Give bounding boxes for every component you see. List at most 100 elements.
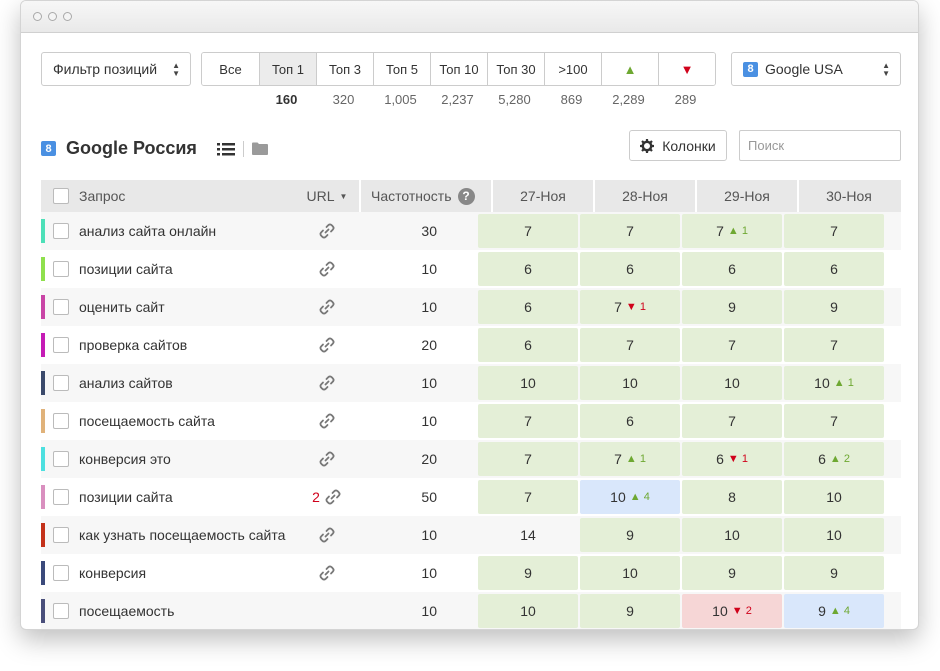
segment-3[interactable]: Топ 5 — [373, 53, 430, 85]
header-date-3[interactable]: 29-Ноя — [695, 180, 797, 212]
folder-icon[interactable] — [251, 142, 268, 155]
table-row[interactable]: позиции сайта 10 6 6 6 6 — [41, 250, 901, 288]
segment-1[interactable]: Топ 1 — [259, 53, 316, 85]
link-icon[interactable] — [318, 412, 336, 430]
header-date-1[interactable]: 27-Ноя — [491, 180, 593, 212]
link-icon[interactable] — [318, 564, 336, 582]
maximize-window-button[interactable] — [63, 12, 72, 21]
row-checkbox[interactable] — [53, 223, 69, 239]
help-icon[interactable]: ? — [457, 187, 475, 205]
table-row[interactable]: позиции сайта 2 50 7 10 ▲ 4 8 10 — [41, 478, 901, 516]
header-query[interactable]: Запрос — [41, 180, 295, 212]
link-icon[interactable] — [324, 488, 342, 506]
position-box[interactable]: 7 — [478, 214, 578, 248]
header-url[interactable]: URL ▼ — [295, 180, 359, 212]
position-box[interactable]: 10 ▲ 4 — [580, 480, 680, 514]
position-box[interactable]: 7 — [784, 404, 884, 438]
row-checkbox[interactable] — [53, 451, 69, 467]
position-box[interactable]: 10 — [682, 366, 782, 400]
position-box[interactable]: 7 ▲ 1 — [580, 442, 680, 476]
position-box[interactable]: 7 ▲ 1 — [682, 214, 782, 248]
position-box[interactable]: 7 — [580, 214, 680, 248]
segment-2[interactable]: Топ 3 — [316, 53, 373, 85]
position-box[interactable]: 8 — [682, 480, 782, 514]
position-box[interactable]: 7 — [784, 328, 884, 362]
link-icon[interactable] — [318, 450, 336, 468]
position-box[interactable]: 10 — [580, 366, 680, 400]
position-box[interactable]: 9 ▲ 4 — [784, 594, 884, 628]
row-checkbox[interactable] — [53, 413, 69, 429]
position-box[interactable]: 9 — [478, 556, 578, 590]
link-icon[interactable] — [318, 260, 336, 278]
position-box[interactable]: 7 — [478, 480, 578, 514]
link-icon[interactable] — [318, 222, 336, 240]
position-box[interactable]: 6 — [478, 290, 578, 324]
position-box[interactable]: 6 — [478, 328, 578, 362]
position-box[interactable]: 6 — [580, 404, 680, 438]
select-all-checkbox[interactable] — [53, 188, 69, 204]
minimize-window-button[interactable] — [48, 12, 57, 21]
position-box[interactable]: 10 ▲ 1 — [784, 366, 884, 400]
table-row[interactable]: как узнать посещаемость сайта 10 14 9 10 10 — [41, 516, 901, 554]
segment-0[interactable]: Все — [202, 53, 259, 85]
table-row[interactable]: посещаемость сайта 10 7 6 7 7 — [41, 402, 901, 440]
position-box[interactable]: 10 ▼ 2 — [682, 594, 782, 628]
link-icon[interactable] — [318, 298, 336, 316]
position-box[interactable]: 6 ▼ 1 — [682, 442, 782, 476]
position-box[interactable]: 10 — [682, 518, 782, 552]
table-row[interactable]: оценить сайт 10 6 7 ▼ 1 9 9 — [41, 288, 901, 326]
columns-button[interactable]: Колонки — [629, 130, 727, 161]
row-checkbox[interactable] — [53, 489, 69, 505]
position-filter-select[interactable]: Фильтр позиций ▲ ▼ — [41, 52, 191, 86]
row-checkbox[interactable] — [53, 603, 69, 619]
position-box[interactable]: 7 — [580, 328, 680, 362]
link-icon[interactable] — [318, 526, 336, 544]
position-box[interactable]: 7 — [784, 214, 884, 248]
list-view-icon[interactable] — [216, 142, 235, 156]
table-row[interactable]: анализ сайтов 10 10 10 10 10 ▲ 1 — [41, 364, 901, 402]
position-box[interactable]: 6 — [682, 252, 782, 286]
close-window-button[interactable] — [33, 12, 42, 21]
position-box[interactable]: 9 — [682, 290, 782, 324]
segment-5[interactable]: Топ 30 — [487, 53, 544, 85]
table-row[interactable]: проверка сайтов 20 6 7 7 7 — [41, 326, 901, 364]
position-box[interactable]: 6 — [478, 252, 578, 286]
segment-4[interactable]: Топ 10 — [430, 53, 487, 85]
position-box[interactable]: 6 — [580, 252, 680, 286]
position-box[interactable]: 7 — [682, 404, 782, 438]
table-row[interactable]: конверсия 10 9 10 9 9 — [41, 554, 901, 592]
segment-8[interactable]: ▼ — [658, 53, 715, 85]
search-input[interactable] — [739, 130, 901, 161]
position-box[interactable]: 9 — [580, 518, 680, 552]
position-box[interactable]: 10 — [478, 366, 578, 400]
link-icon[interactable] — [318, 336, 336, 354]
table-row[interactable]: конверсия это 20 7 7 ▲ 1 6 ▼ 1 6 ▲ 2 — [41, 440, 901, 478]
row-checkbox[interactable] — [53, 299, 69, 315]
position-box[interactable]: 9 — [682, 556, 782, 590]
position-box[interactable]: 10 — [784, 480, 884, 514]
position-box[interactable]: 6 — [784, 252, 884, 286]
header-date-4[interactable]: 30-Ноя — [797, 180, 899, 212]
position-box[interactable]: 9 — [784, 290, 884, 324]
search-engine-select[interactable]: 8 Google USA ▲ ▼ — [731, 52, 901, 86]
position-box[interactable]: 7 — [478, 442, 578, 476]
segment-7[interactable]: ▲ — [601, 53, 658, 85]
row-checkbox[interactable] — [53, 375, 69, 391]
position-box[interactable]: 7 — [478, 404, 578, 438]
position-box[interactable]: 14 — [478, 518, 578, 552]
row-checkbox[interactable] — [53, 565, 69, 581]
position-box[interactable]: 10 — [784, 518, 884, 552]
row-checkbox[interactable] — [53, 337, 69, 353]
position-box[interactable]: 7 — [682, 328, 782, 362]
row-checkbox[interactable] — [53, 527, 69, 543]
header-frequency[interactable]: Частотность ? — [359, 180, 491, 212]
position-box[interactable]: 6 ▲ 2 — [784, 442, 884, 476]
header-date-2[interactable]: 28-Ноя — [593, 180, 695, 212]
segment-6[interactable]: >100 — [544, 53, 601, 85]
position-box[interactable]: 10 — [580, 556, 680, 590]
row-checkbox[interactable] — [53, 261, 69, 277]
position-box[interactable]: 9 — [784, 556, 884, 590]
position-box[interactable]: 9 — [580, 594, 680, 628]
table-row[interactable]: посещаемость 10 10 9 10 ▼ 2 9 ▲ 4 — [41, 592, 901, 629]
